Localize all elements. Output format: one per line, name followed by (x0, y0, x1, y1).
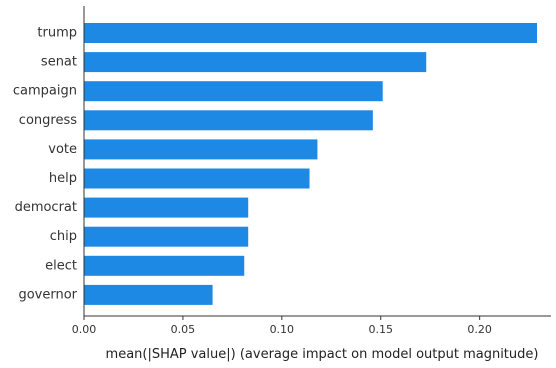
bar-chip (84, 226, 249, 247)
x-tick-label: 0.15 (368, 323, 393, 336)
x-tick-label: 0.20 (467, 323, 492, 336)
x-tick-label: 0.05 (171, 323, 196, 336)
y-tick-label-trump: trump (37, 26, 77, 41)
bar-campaign (84, 81, 383, 102)
y-tick-label-chip: chip (50, 229, 77, 244)
y-tick-label-democrat: democrat (15, 200, 77, 215)
y-tick-label-campaign: campaign (13, 84, 77, 99)
bar-vote (84, 139, 318, 160)
y-tick-label-governor: governor (18, 287, 77, 302)
bar-elect (84, 255, 245, 276)
bars-group (84, 23, 538, 305)
x-tick-label: 0.00 (72, 323, 97, 336)
y-tick-label-help: help (49, 171, 77, 186)
x-tick-label: 0.10 (270, 323, 295, 336)
bar-congress (84, 110, 373, 131)
x-axis-title: mean(|SHAP value|) (average impact on mo… (106, 347, 539, 362)
bar-democrat (84, 197, 249, 218)
bar-trump (84, 23, 538, 43)
x-axis: 0.00 0.05 0.10 0.15 0.20 (72, 315, 551, 336)
bar-governor (84, 284, 213, 305)
y-tick-labels: trump senat campaign congress vote help democr… (13, 26, 78, 303)
bar-help (84, 168, 310, 189)
y-tick-label-congress: congress (19, 113, 77, 128)
y-tick-label-vote: vote (48, 142, 77, 157)
bar-senat (84, 52, 427, 73)
y-tick-label-senat: senat (41, 55, 77, 70)
y-tick-label-elect: elect (45, 258, 77, 273)
